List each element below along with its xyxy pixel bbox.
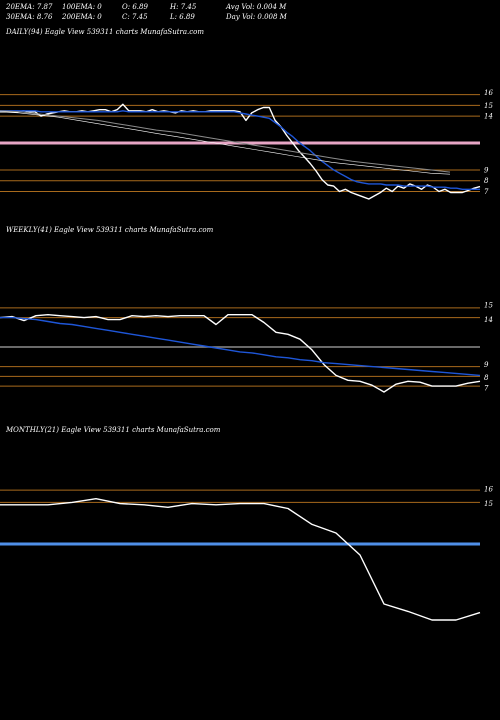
monthly-tick-label: 15	[484, 500, 493, 508]
stat-200ema: 200EMA: 0	[62, 13, 102, 21]
daily-tick-label: 15	[484, 102, 493, 110]
stat-avg-vol: Avg Vol: 0.004 M	[226, 3, 287, 11]
daily-panel-title: DAILY(94) Eagle View 539311 charts Munaf…	[6, 28, 205, 36]
stat-day-vol: Day Vol: 0.008 M	[226, 13, 287, 21]
monthly-tick-label: 16	[484, 486, 493, 494]
stat-30ema: 30EMA: 8.76	[6, 13, 53, 21]
daily-series-line	[0, 110, 480, 191]
stat-high: H: 7.45	[170, 3, 197, 11]
daily-tick-label: 8	[484, 177, 489, 185]
daily-series-line	[0, 111, 451, 175]
weekly-series-line	[0, 314, 481, 393]
weekly-tick-label: 9	[484, 361, 489, 369]
weekly-tick-label: 8	[484, 374, 489, 382]
weekly-tick-label: 7	[484, 385, 489, 393]
weekly-series-line	[0, 316, 481, 377]
stat-low: L: 6.89	[170, 13, 195, 21]
stat-open: O: 6.89	[122, 3, 148, 11]
stat-20ema: 20EMA: 7.87	[6, 3, 53, 11]
daily-tick-label: 9	[484, 166, 489, 174]
daily-series-line	[0, 103, 481, 200]
daily-tick-label: 7	[484, 188, 489, 196]
monthly-panel-title: MONTHLY(21) Eagle View 539311 charts Mun…	[6, 426, 221, 434]
daily-series-line	[0, 110, 451, 173]
weekly-tick-label: 14	[484, 316, 493, 324]
monthly-series-line	[0, 498, 481, 621]
weekly-panel-title: WEEKLY(41) Eagle View 539311 charts Muna…	[6, 226, 214, 234]
weekly-tick-label: 15	[484, 301, 493, 309]
daily-tick-label: 14	[484, 113, 493, 121]
stat-close: C: 7.45	[122, 13, 148, 21]
daily-tick-label: 16	[484, 89, 493, 97]
stat-100ema: 100EMA: 0	[62, 3, 102, 11]
